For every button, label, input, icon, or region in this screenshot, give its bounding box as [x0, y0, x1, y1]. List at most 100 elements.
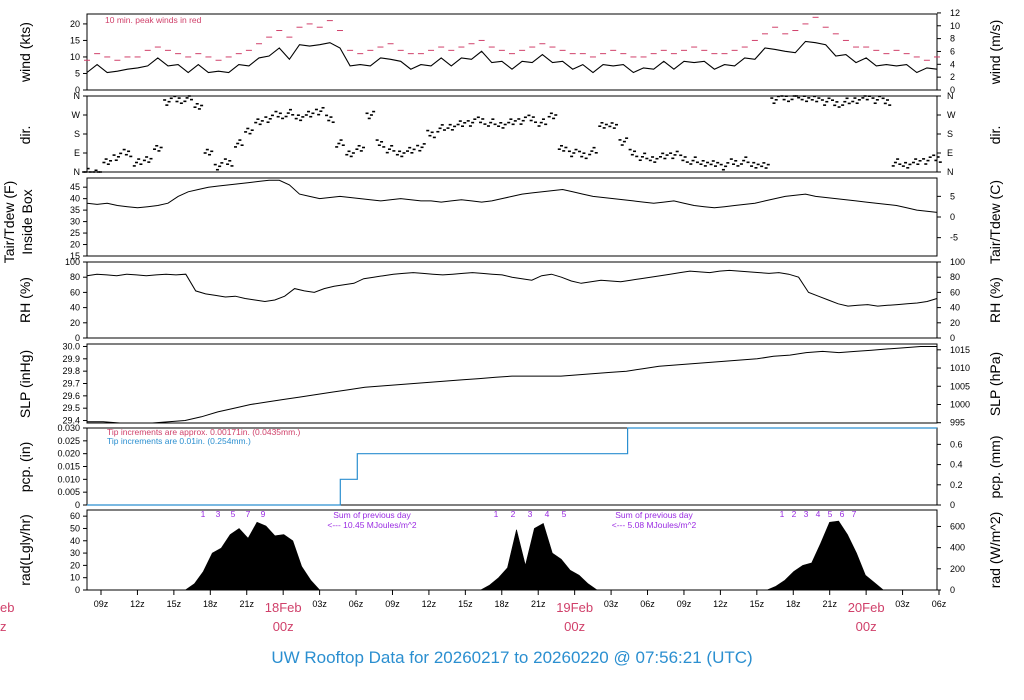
y-tick-label-right-slp: 995 [950, 418, 965, 428]
y-tick-label-temp: 15 [70, 251, 80, 261]
y-tick-label-right-slp: 1000 [950, 399, 970, 409]
y-tick-label-right-rad: 600 [950, 521, 965, 531]
rad-hour-label: 7 [246, 509, 251, 519]
rad-ylabel-right: rad (W/m^2) [987, 512, 1003, 589]
y-tick-label-right-pcp: 0.6 [950, 439, 963, 449]
y-tick-label-rad: 40 [70, 536, 80, 546]
footer-at: @ [613, 648, 631, 667]
y-tick-label-right-rad: 0 [950, 585, 955, 595]
y-tick-label-rh: 0 [75, 333, 80, 343]
y-tick-label-slp: 29.5 [62, 403, 80, 413]
pcp-ylabel-right: pcp. (mm) [987, 436, 1003, 499]
y-tick-label-right-dir: E [947, 148, 953, 158]
y-tick-label-wind: 10 [70, 52, 80, 62]
pcp-note: Tip increments are approx. 0.00171in. (0… [107, 427, 301, 437]
y-tick-label-right-wind: 8 [950, 34, 955, 44]
x-tick-label: 18z [786, 599, 801, 609]
y-tick-label-right-wind: 4 [950, 59, 955, 69]
y-tick-label-right-rh: 40 [950, 303, 960, 313]
x-tick-label: 15z [167, 599, 182, 609]
y-tick-label-right-dir: W [947, 110, 956, 120]
y-tick-label-right-pcp: 0.2 [950, 480, 963, 490]
y-tick-label-rh: 40 [70, 303, 80, 313]
y-tick-label-pcp: 0.025 [57, 436, 80, 446]
x-tick-label: 15z [458, 599, 473, 609]
x-tick-label: 06z [640, 599, 655, 609]
y-tick-label-rad: 0 [75, 585, 80, 595]
panel-frame-wind [86, 13, 938, 91]
y-tick-label-pcp: 0.030 [57, 423, 80, 433]
y-tick-label-slp: 30.0 [62, 341, 80, 351]
x-date-label: 20Feb [848, 600, 885, 615]
rad-hour-label: 5 [231, 509, 236, 519]
y-tick-label-rh: 20 [70, 318, 80, 328]
rad-series-area [87, 520, 937, 591]
y-tick-label-rad: 10 [70, 573, 80, 583]
footer-end: 20260220 [533, 648, 609, 667]
y-tick-label-right-temp: -5 [950, 233, 958, 243]
y-tick-label-right-rad: 400 [950, 543, 965, 553]
slp-ylabel-right: SLP (hPa) [987, 352, 1003, 416]
y-tick-label-slp: 29.9 [62, 354, 80, 364]
y-tick-label-rh: 100 [65, 257, 80, 267]
temp-ylabel: Tair/Tdew (F) [1, 181, 17, 263]
y-tick-label-right-wind: 10 [950, 21, 960, 31]
rad-hour-label: 4 [816, 509, 821, 519]
x-tick-label: 15z [750, 599, 765, 609]
y-tick-label-temp: 20 [70, 240, 80, 250]
x-tick-label: 18z [203, 599, 218, 609]
x-cutoff-label: eb [0, 600, 14, 615]
x-date-sub: 00z [856, 619, 877, 634]
x-tick-label: 09z [677, 599, 692, 609]
x-tick-label: 09z [94, 599, 109, 609]
rad-ylabel: rad(Lgly/hr) [17, 514, 33, 586]
dir-ylabel: dir. [17, 126, 33, 145]
y-tick-label-slp: 29.8 [62, 366, 80, 376]
y-tick-label-right-dir: N [947, 167, 954, 177]
y-tick-label-pcp: 0.020 [57, 449, 80, 459]
rad-hour-label: 3 [216, 509, 221, 519]
y-tick-label-rad: 30 [70, 548, 80, 558]
y-tick-label-right-dir: N [947, 91, 954, 101]
rad-hour-label: 9 [261, 509, 266, 519]
y-tick-label-right-rh: 20 [950, 318, 960, 328]
y-tick-label-right-slp: 1005 [950, 381, 970, 391]
rad-hour-label: 1 [780, 509, 785, 519]
y-tick-label-right-pcp: 0.4 [950, 460, 963, 470]
y-tick-label-pcp: 0.010 [57, 474, 80, 484]
rad-hour-label: 5 [828, 509, 833, 519]
rad-sum-title: Sum of previous day [615, 510, 693, 520]
y-tick-label-slp: 29.4 [62, 416, 80, 426]
x-tick-label: 06z [932, 599, 947, 609]
y-tick-label-wind: 20 [70, 19, 80, 29]
rad-sum-value: <--- 5.08 MJoules/m^2 [612, 520, 697, 530]
y-tick-label-right-wind: 12 [950, 8, 960, 18]
y-tick-label-rh: 80 [70, 272, 80, 282]
rh-series-line [86, 269, 938, 307]
x-cutoff-sub: z [0, 619, 7, 634]
wind-series-line [86, 40, 938, 74]
y-tick-label-dir: N [74, 91, 81, 101]
x-tick-label: 21z [822, 599, 837, 609]
y-tick-label-rh: 60 [70, 287, 80, 297]
y-tick-label-dir: E [74, 148, 80, 158]
footer-title: UW Rooftop Data for 20260217 to 20260220… [0, 648, 1024, 668]
x-tick-label: 03z [895, 599, 910, 609]
y-tick-label-right-temp: 0 [950, 212, 955, 222]
wind-annotation: 10 min. peak winds in red [105, 15, 202, 25]
pcp-ylabel: pcp. (in) [17, 442, 33, 493]
y-tick-label-right-rh: 100 [950, 257, 965, 267]
footer-to: to [514, 648, 529, 667]
panel-frame-dir [86, 95, 938, 173]
x-date-sub: 00z [273, 619, 294, 634]
temp-ylabel-2: Inside Box [19, 189, 35, 254]
y-tick-label-right-temp: 5 [950, 191, 955, 201]
y-tick-label-rad: 50 [70, 523, 80, 533]
y-tick-label-wind: 0 [75, 85, 80, 95]
temp-series-line [86, 179, 938, 213]
slp-series-line [87, 346, 937, 424]
y-tick-label-rad: 60 [70, 511, 80, 521]
x-tick-label: 21z [531, 599, 546, 609]
footer-prefix: UW Rooftop Data for [271, 648, 430, 667]
